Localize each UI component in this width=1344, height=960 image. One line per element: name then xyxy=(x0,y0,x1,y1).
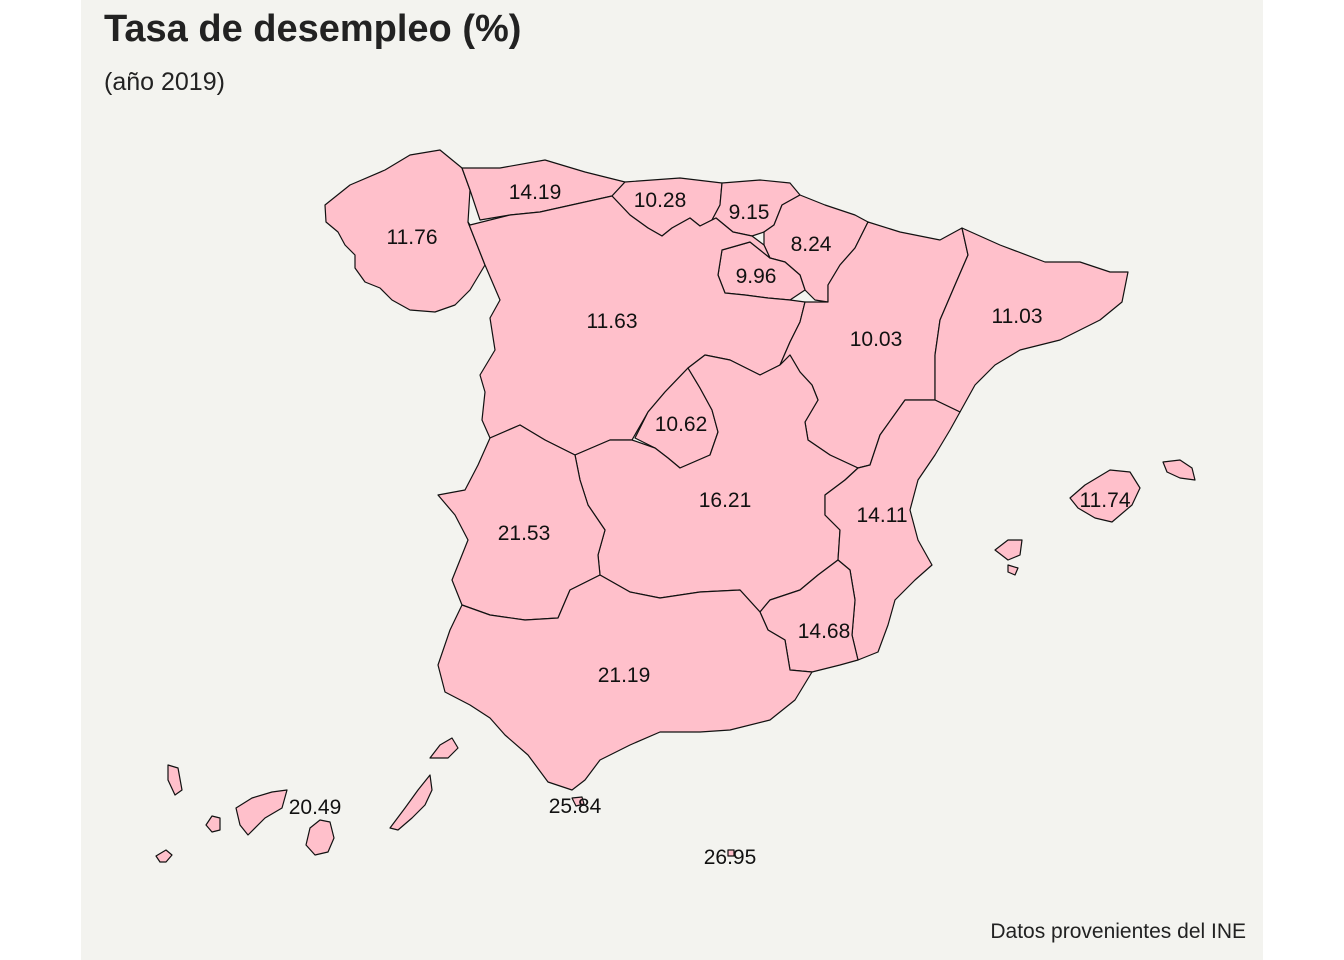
region-baleares-mallorca xyxy=(1069,469,1141,523)
region-canarias-gran-canaria xyxy=(305,819,335,856)
region-canarias-la-palma xyxy=(167,764,183,796)
region-melilla xyxy=(727,849,735,857)
label-andalucia: 21.19 xyxy=(598,664,651,687)
label-baleares: 11.74 xyxy=(1080,489,1131,512)
label-la-rioja: 9.96 xyxy=(736,265,777,288)
source-caption: Datos provenientes del INE xyxy=(990,920,1246,943)
region-cataluna xyxy=(934,227,1129,413)
label-melilla: 26.95 xyxy=(704,846,757,869)
region-ceuta xyxy=(571,796,585,807)
label-galicia: 11.76 xyxy=(387,226,438,249)
map-subtitle: (año 2019) xyxy=(104,68,225,96)
region-andalucia xyxy=(437,574,813,791)
label-madrid: 10.62 xyxy=(655,413,708,436)
label-asturias: 14.19 xyxy=(509,181,562,204)
region-galicia xyxy=(324,149,486,313)
label-murcia: 14.68 xyxy=(798,620,851,643)
label-extremadura: 21.53 xyxy=(498,522,551,545)
region-baleares-ibiza xyxy=(994,539,1023,561)
region-canarias-el-hierro xyxy=(155,849,173,863)
label-canarias: 20.49 xyxy=(289,796,342,819)
label-aragon: 10.03 xyxy=(850,328,903,351)
region-canarias-tenerife xyxy=(235,789,288,836)
region-baleares-menorca xyxy=(1162,459,1196,481)
label-pais-vasco: 9.15 xyxy=(729,201,770,224)
region-baleares-formentera xyxy=(1007,564,1019,576)
region-canarias-lanzarote xyxy=(429,737,459,759)
label-cataluna: 11.03 xyxy=(992,305,1043,328)
region-navarra xyxy=(763,194,869,303)
label-ceuta: 25.84 xyxy=(549,795,602,818)
label-castilla-leon: 11.63 xyxy=(587,310,638,333)
region-canarias-la-gomera xyxy=(205,815,221,833)
label-valencia: 14.11 xyxy=(857,504,908,527)
label-castilla-la-mancha: 16.21 xyxy=(699,489,752,512)
map-title: Tasa de desempleo (%) xyxy=(104,8,522,50)
region-canarias-fuerteventura xyxy=(389,774,433,831)
label-cantabria: 10.28 xyxy=(634,189,687,212)
label-navarra: 8.24 xyxy=(791,233,832,256)
